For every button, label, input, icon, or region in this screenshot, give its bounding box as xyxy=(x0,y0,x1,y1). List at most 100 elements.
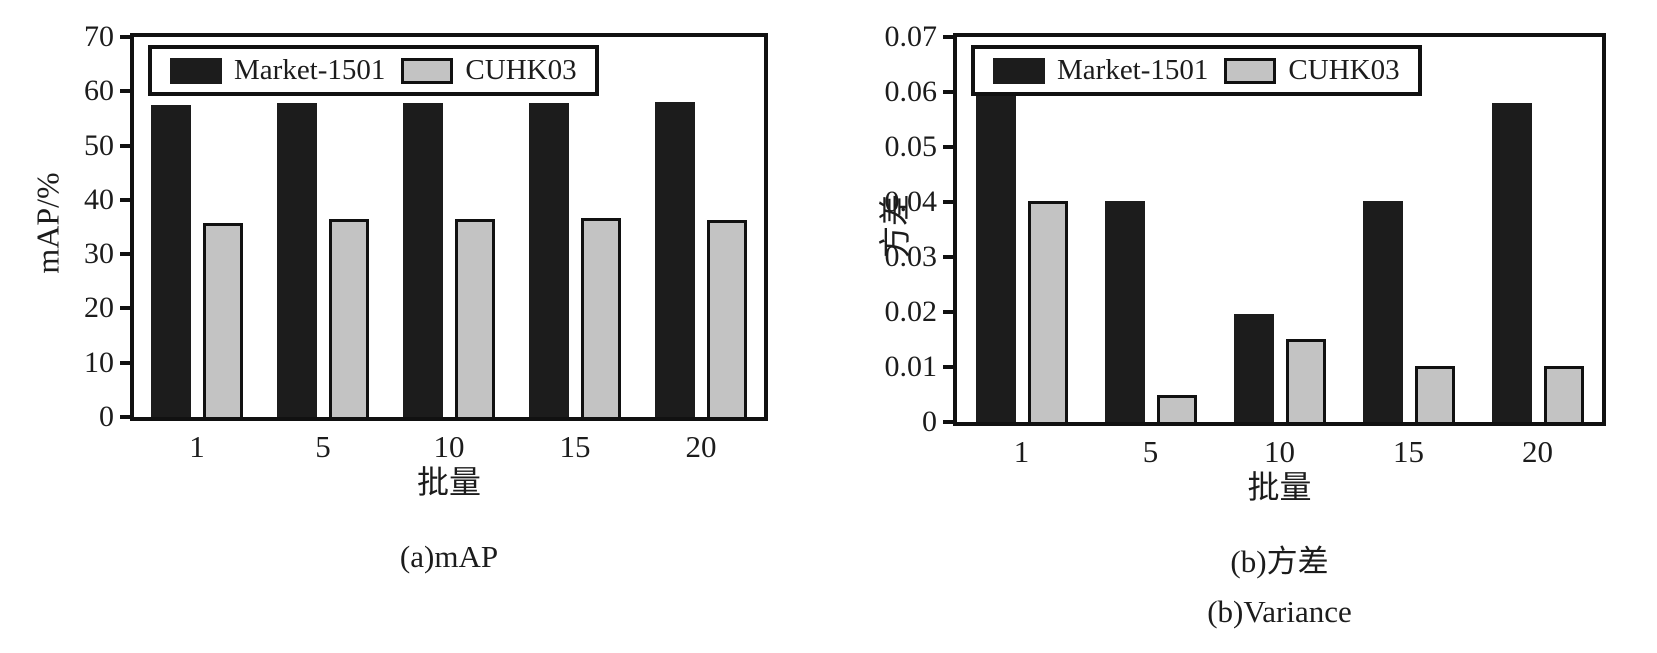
y-tick-mark xyxy=(120,306,130,311)
y-tick-label: 0.06 xyxy=(884,75,938,108)
y-tick-label: 0 xyxy=(99,400,114,433)
y-tick-mark xyxy=(120,197,130,202)
bar-cuhk03 xyxy=(1285,338,1326,422)
y-tick-label: 0.04 xyxy=(884,185,938,218)
x-tick-label: 20 xyxy=(1522,434,1553,469)
y-tick-mark xyxy=(120,35,130,39)
bar-cuhk03 xyxy=(581,217,621,417)
y-tick-label: 40 xyxy=(84,182,114,216)
legend: Market-1501 CUHK03 xyxy=(148,45,599,96)
y-tick-label: 70 xyxy=(84,20,114,53)
y-tick-label: 0.05 xyxy=(884,130,938,163)
legend-label: CUHK03 xyxy=(465,54,577,86)
legend-label: Market-1501 xyxy=(1057,54,1209,86)
y-tick-mark xyxy=(943,310,953,314)
bar-market-1501 xyxy=(1491,103,1532,422)
bar-group: 15 xyxy=(529,37,621,462)
bar-market-1501 xyxy=(655,102,695,417)
plot-area-variance: 0 0.01 0.02 0.03 0.04 0.05 0.06 0.07 1 5 10 15 20 Mar… xyxy=(885,22,1606,467)
legend-swatch-market-1501 xyxy=(170,57,222,84)
bar-group: 10 xyxy=(403,37,495,462)
y-tick-mark xyxy=(943,200,953,204)
y-tick-mark xyxy=(120,415,130,419)
bar-cuhk03 xyxy=(1027,201,1068,422)
legend-swatch-cuhk03 xyxy=(401,57,454,84)
legend-label: Market-1501 xyxy=(234,54,386,86)
y-tick-mark xyxy=(120,252,130,257)
bar-group: 15 xyxy=(1362,37,1455,467)
x-tick-label: 10 xyxy=(1264,434,1295,469)
x-tick-label: 1 xyxy=(189,429,205,464)
x-tick-label: 15 xyxy=(1393,434,1424,469)
subfigure-a-caption: (a)mAP xyxy=(399,539,499,575)
subfigure-b-caption-zh: (b)方差 xyxy=(1230,544,1329,580)
y-axis-label-map: mAP/% xyxy=(26,33,70,413)
legend-item: CUHK03 xyxy=(401,54,577,86)
bar-market-1501 xyxy=(1233,314,1274,422)
legend-swatch-cuhk03 xyxy=(1224,57,1277,84)
bar-market-1501 xyxy=(403,103,443,417)
bar-cuhk03 xyxy=(1543,365,1584,422)
bar-market-1501 xyxy=(151,104,191,417)
y-tick-mark xyxy=(943,255,953,259)
y-tick-label: 10 xyxy=(84,345,114,379)
y-tick-mark xyxy=(120,360,130,365)
y-tick-mark xyxy=(943,145,953,149)
y-tick-mark xyxy=(943,90,953,94)
bar-market-1501 xyxy=(1362,201,1403,422)
bar-cuhk03 xyxy=(1414,365,1455,422)
subfigure-b-caption-en: (b)Variance xyxy=(1207,594,1352,630)
bar-market-1501 xyxy=(529,102,569,417)
y-tick-label: 20 xyxy=(84,291,114,325)
bar-group: 5 xyxy=(277,37,369,462)
legend: Market-1501 CUHK03 xyxy=(971,45,1422,96)
bar-row: 1 5 10 15 20 xyxy=(134,37,764,462)
bar-cuhk03 xyxy=(203,223,243,417)
y-tick-label: 0 xyxy=(922,405,937,438)
bar-group: 5 xyxy=(1104,37,1197,467)
x-tick-label: 15 xyxy=(559,429,591,464)
bar-market-1501 xyxy=(1104,201,1145,422)
y-tick-mark xyxy=(120,143,130,148)
y-tick-label: 0.02 xyxy=(884,295,938,328)
legend-item: Market-1501 xyxy=(170,56,385,85)
bar-cuhk03 xyxy=(707,219,747,417)
x-tick-label: 5 xyxy=(315,429,331,464)
legend-swatch-market-1501 xyxy=(993,57,1045,84)
y-tick-label: 0.03 xyxy=(884,240,938,273)
legend-item: CUHK03 xyxy=(1224,54,1400,86)
x-tick-label: 20 xyxy=(685,429,717,464)
x-axis-label: 批量 xyxy=(416,464,481,500)
x-axis-label: 批量 xyxy=(1247,469,1312,505)
bar-cuhk03 xyxy=(1156,394,1197,422)
legend-label: CUHK03 xyxy=(1288,54,1400,86)
bar-group: 20 xyxy=(655,37,747,462)
y-tick-mark xyxy=(943,420,953,424)
bar-row: 1 5 10 15 20 xyxy=(957,37,1602,467)
y-tick-label: 60 xyxy=(84,74,114,108)
y-tick-mark xyxy=(943,35,953,39)
y-tick-label: 50 xyxy=(84,128,114,162)
bar-cuhk03 xyxy=(455,218,495,417)
bar-group: 1 xyxy=(975,37,1068,467)
bar-market-1501 xyxy=(975,90,1016,422)
bar-group: 20 xyxy=(1491,37,1584,467)
bar-group: 1 xyxy=(151,37,243,462)
plot-area-map: 0 10 20 30 40 50 60 70 1 5 10 15 20 Market-1501 CUHK03 xyxy=(84,22,768,462)
subfigure-b: 方差 0 0.01 0.02 0.03 0.04 0.05 0.06 0.07 1 5 10 15 20… xyxy=(877,22,1606,630)
y-axis-label-text: mAP/% xyxy=(30,172,66,274)
y-tick-label: 0.07 xyxy=(884,20,938,53)
subfigure-a: mAP/% 0 10 20 30 40 50 60 70 1 5 10 15 20 Market-1501… xyxy=(30,22,768,575)
x-tick-label: 10 xyxy=(433,429,465,464)
x-tick-label: 5 xyxy=(1142,434,1159,469)
y-tick-mark xyxy=(120,89,130,94)
y-tick-label: 0.01 xyxy=(884,350,938,383)
bar-cuhk03 xyxy=(329,219,369,417)
y-tick-label: 30 xyxy=(84,237,114,271)
legend-item: Market-1501 xyxy=(993,56,1208,85)
y-tick-mark xyxy=(943,365,953,369)
bar-group: 10 xyxy=(1233,37,1326,467)
x-tick-label: 1 xyxy=(1013,434,1030,469)
bar-market-1501 xyxy=(277,103,317,417)
